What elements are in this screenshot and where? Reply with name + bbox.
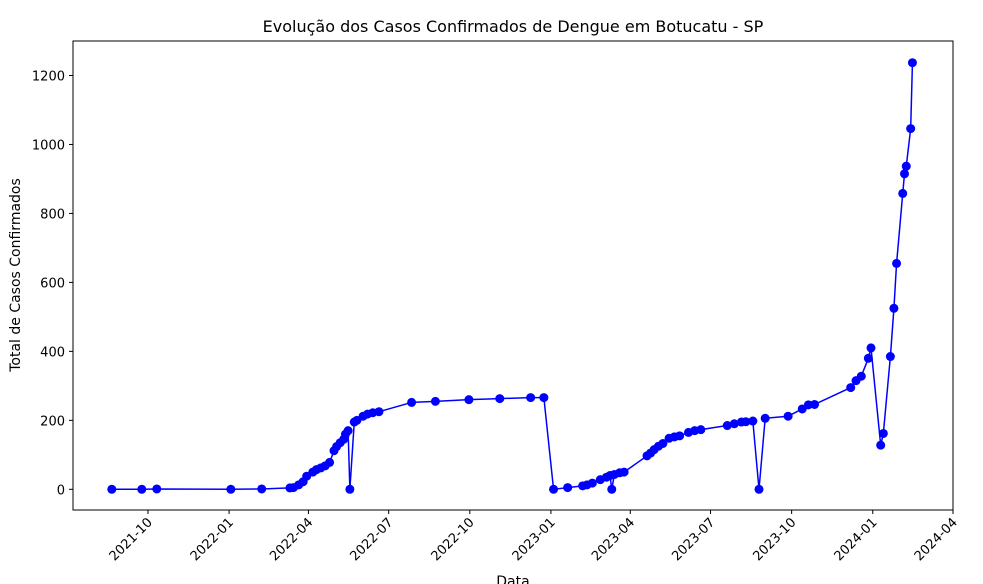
data-point — [900, 169, 909, 179]
chart-title: Evolução dos Casos Confirmados de Dengue… — [263, 17, 764, 36]
y-tick-label: 800 — [40, 207, 65, 222]
data-point — [343, 426, 353, 436]
data-point — [137, 484, 147, 494]
plot-frame — [72, 40, 954, 511]
y-tick-label: 200 — [40, 414, 65, 429]
data-point — [563, 483, 573, 493]
data-point — [619, 467, 629, 477]
plot-area — [72, 40, 954, 511]
x-axis-label: Data — [496, 574, 529, 584]
data-point — [856, 371, 866, 381]
y-tick-label: 600 — [40, 276, 65, 291]
data-point — [810, 399, 820, 409]
data-point — [885, 352, 895, 362]
data-point — [863, 353, 873, 363]
data-point — [587, 478, 597, 488]
data-point — [675, 431, 685, 441]
data-point — [876, 440, 886, 450]
data-point — [901, 161, 911, 171]
data-point — [345, 484, 355, 494]
data-point — [892, 258, 902, 268]
data-point — [549, 484, 559, 494]
data-point — [226, 484, 236, 494]
data-point — [878, 428, 888, 438]
data-point — [898, 188, 908, 198]
y-axis: 0 200 400 600 800 1000 1200 — [32, 69, 73, 498]
data-point — [906, 124, 916, 134]
data-point — [495, 394, 505, 404]
data-point — [526, 393, 536, 403]
data-point — [748, 416, 758, 426]
data-point — [152, 484, 162, 494]
data-point — [607, 484, 617, 494]
data-point — [754, 484, 764, 494]
data-point — [889, 303, 899, 313]
data-point — [257, 484, 267, 494]
data-point — [907, 58, 917, 68]
data-point — [722, 421, 732, 431]
data-point — [464, 395, 474, 405]
data-point — [729, 419, 739, 429]
data-point — [407, 397, 417, 407]
data-point — [866, 343, 876, 353]
y-tick-label: 1000 — [32, 138, 65, 153]
y-tick-label: 400 — [40, 345, 65, 360]
data-point — [325, 457, 335, 467]
data-point — [374, 407, 384, 417]
data-point — [107, 484, 117, 494]
y-tick-label: 1200 — [32, 69, 65, 84]
y-axis-label: Total de Casos Confirmados — [8, 178, 24, 373]
data-point — [760, 413, 770, 423]
data-point — [658, 438, 668, 448]
y-tick-label: 0 — [57, 483, 65, 498]
data-point — [846, 383, 856, 393]
data-point — [430, 396, 440, 406]
data-point — [741, 417, 751, 427]
data-point — [783, 411, 793, 421]
data-point — [696, 425, 706, 435]
data-point — [539, 393, 549, 403]
